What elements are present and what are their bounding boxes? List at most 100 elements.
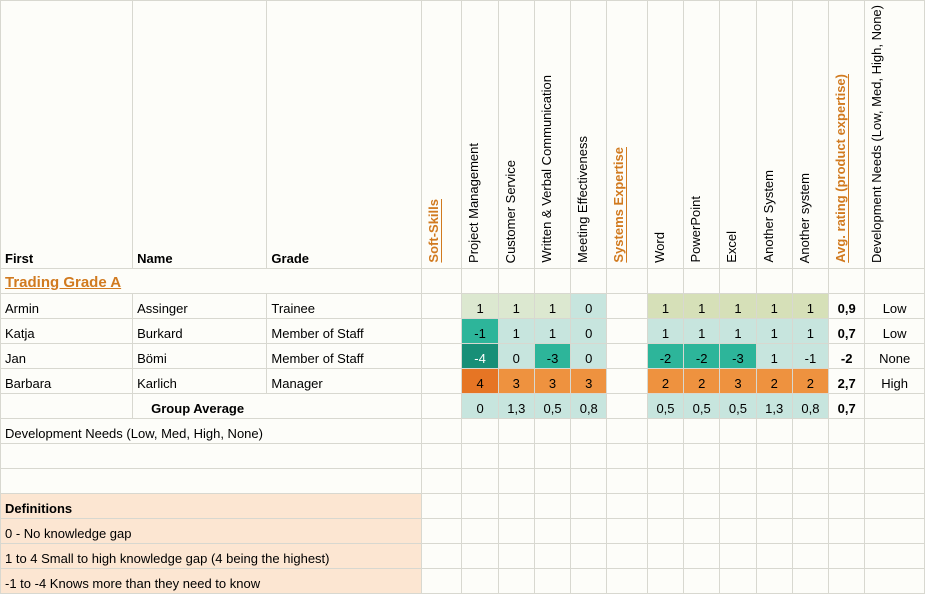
cell-grade: Member of Staff — [267, 343, 422, 368]
cell-soft-0: 1 — [462, 293, 498, 318]
data-row: ArminAssingerTrainee1110111110,9Low — [1, 293, 925, 318]
ga-sys-1: 0,5 — [684, 393, 720, 418]
cell-need: None — [865, 343, 925, 368]
cell-avg: 0,9 — [829, 293, 865, 318]
cell-soft-0: 4 — [462, 368, 498, 393]
cell-sys-0: 2 — [647, 368, 683, 393]
gap-soft — [421, 343, 461, 368]
gap-sys — [607, 343, 647, 368]
section-title: Trading Grade A — [1, 268, 422, 293]
header-grade: Grade — [267, 1, 422, 269]
skills-matrix-table: First Name Grade Soft-Skills Project Man… — [0, 0, 925, 594]
header-soft-0: Project Management — [462, 1, 498, 269]
gap-sys — [607, 368, 647, 393]
ga-sys-3: 1,3 — [756, 393, 792, 418]
cell-soft-3: 0 — [571, 318, 607, 343]
header-soft-1: Customer Service — [498, 1, 534, 269]
cell-sys-0: -2 — [647, 343, 683, 368]
header-avg-rating: Avg. rating (product expertise) — [829, 1, 865, 269]
cell-sys-2: 1 — [720, 293, 756, 318]
cell-need: High — [865, 368, 925, 393]
cell-grade: Member of Staff — [267, 318, 422, 343]
cell-sys-2: 1 — [720, 318, 756, 343]
def-line-0: 0 - No knowledge gap — [1, 518, 422, 543]
data-row: BarbaraKarlichManager4333223222,7High — [1, 368, 925, 393]
cell-grade: Trainee — [267, 293, 422, 318]
cell-sys-4: 1 — [792, 293, 828, 318]
data-row: KatjaBurkardMember of Staff-1110111110,7… — [1, 318, 925, 343]
cell-first: Katja — [1, 318, 133, 343]
cell-soft-0: -1 — [462, 318, 498, 343]
gap-soft — [421, 293, 461, 318]
header-name: Name — [133, 1, 267, 269]
cell-sys-3: 1 — [756, 343, 792, 368]
header-dev-needs: Development Needs (Low, Med, High, None) — [865, 1, 925, 269]
header-row: First Name Grade Soft-Skills Project Man… — [1, 1, 925, 269]
group-average-label: Group Average — [133, 393, 422, 418]
ga-soft-1: 1,3 — [498, 393, 534, 418]
ga-sys-2: 0,5 — [720, 393, 756, 418]
cell-need: Low — [865, 293, 925, 318]
ga-soft-0: 0 — [462, 393, 498, 418]
cell-sys-3: 2 — [756, 368, 792, 393]
cell-sys-2: -3 — [720, 343, 756, 368]
gap-sys — [607, 293, 647, 318]
ga-avg: 0,7 — [829, 393, 865, 418]
cell-sys-0: 1 — [647, 293, 683, 318]
def-line-2: -1 to -4 Knows more than they need to kn… — [1, 568, 422, 593]
cell-sys-1: 2 — [684, 368, 720, 393]
gap-soft — [421, 318, 461, 343]
cell-sys-2: 3 — [720, 368, 756, 393]
cell-sys-4: 2 — [792, 368, 828, 393]
cell-sys-1: -2 — [684, 343, 720, 368]
ga-sys-4: 0,8 — [792, 393, 828, 418]
cell-avg: 0,7 — [829, 318, 865, 343]
cell-name: Karlich — [133, 368, 267, 393]
section-title-row: Trading Grade A — [1, 268, 925, 293]
cell-need: Low — [865, 318, 925, 343]
definitions-line-2: -1 to -4 Knows more than they need to kn… — [1, 568, 925, 593]
header-sys-2: Excel — [720, 1, 756, 269]
ga-soft-3: 0,8 — [571, 393, 607, 418]
header-soft-skills: Soft-Skills — [421, 1, 461, 269]
ga-soft-2: 0,5 — [534, 393, 570, 418]
definitions-title-row: Definitions — [1, 493, 925, 518]
dev-needs-row: Development Needs (Low, Med, High, None) — [1, 418, 925, 443]
cell-soft-1: 1 — [498, 318, 534, 343]
header-first: First — [1, 1, 133, 269]
cell-sys-1: 1 — [684, 293, 720, 318]
cell-soft-1: 1 — [498, 293, 534, 318]
group-average-row: Group Average 0 1,3 0,5 0,8 0,5 0,5 0,5 … — [1, 393, 925, 418]
cell-first: Barbara — [1, 368, 133, 393]
header-soft-2: Written & Verbal Communication — [534, 1, 570, 269]
gap-soft — [421, 368, 461, 393]
cell-name: Bömi — [133, 343, 267, 368]
cell-sys-3: 1 — [756, 293, 792, 318]
cell-sys-4: -1 — [792, 343, 828, 368]
cell-grade: Manager — [267, 368, 422, 393]
data-row: JanBömiMember of Staff-40-30-2-2-31-1-2N… — [1, 343, 925, 368]
definitions-line-0: 0 - No knowledge gap — [1, 518, 925, 543]
cell-soft-2: -3 — [534, 343, 570, 368]
cell-soft-1: 0 — [498, 343, 534, 368]
cell-soft-1: 3 — [498, 368, 534, 393]
definitions-title: Definitions — [1, 493, 422, 518]
cell-sys-1: 1 — [684, 318, 720, 343]
cell-soft-3: 0 — [571, 293, 607, 318]
header-soft-3: Meeting Effectiveness — [571, 1, 607, 269]
ga-sys-0: 0,5 — [647, 393, 683, 418]
cell-soft-3: 3 — [571, 368, 607, 393]
cell-soft-2: 1 — [534, 293, 570, 318]
dev-needs-label: Development Needs (Low, Med, High, None) — [1, 418, 422, 443]
cell-sys-0: 1 — [647, 318, 683, 343]
cell-first: Jan — [1, 343, 133, 368]
cell-avg: -2 — [829, 343, 865, 368]
cell-soft-2: 1 — [534, 318, 570, 343]
gap-sys — [607, 318, 647, 343]
cell-sys-4: 1 — [792, 318, 828, 343]
cell-soft-3: 0 — [571, 343, 607, 368]
cell-avg: 2,7 — [829, 368, 865, 393]
cell-name: Burkard — [133, 318, 267, 343]
header-sys-0: Word — [647, 1, 683, 269]
header-sys-4: Another system — [792, 1, 828, 269]
